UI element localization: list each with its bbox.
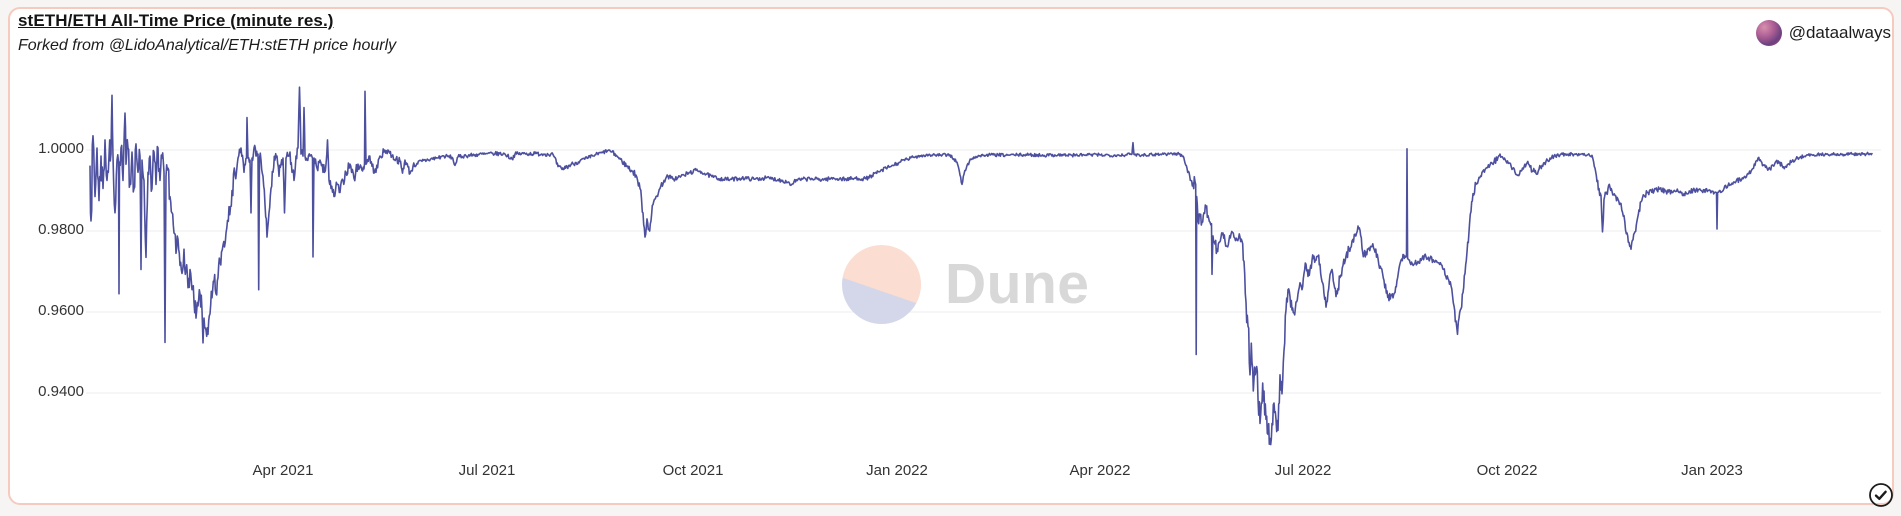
x-axis-label-5: Apr 2022	[1069, 462, 1131, 479]
y-axis-label-4: 0.9400	[38, 383, 84, 400]
x-axis-label-1: Apr 2021	[252, 462, 314, 479]
query-complete-check-icon[interactable]	[1868, 482, 1894, 508]
gridlines	[86, 149, 1881, 394]
x-axis-label-7: Oct 2022	[1476, 462, 1538, 479]
x-axis-label-6: Jul 2022	[1274, 462, 1332, 479]
y-axis-label-2: 0.9800	[38, 221, 84, 238]
author-avatar[interactable]	[1755, 20, 1782, 46]
y-axis-label-1: 1.0000	[38, 140, 84, 157]
chart-title[interactable]: stETH/ETH All-Time Price (minute res.)	[18, 11, 334, 30]
author-handle[interactable]: @dataalways	[1788, 23, 1891, 42]
x-axis-label-4: Jan 2022	[866, 462, 928, 479]
x-axis-label-2: Jul 2021	[458, 462, 516, 479]
chart-subtitle: Forked from @LidoAnalytical/ETH:stETH pr…	[18, 37, 397, 54]
y-axis-label-3: 0.9600	[38, 302, 84, 319]
x-axis-label-3: Oct 2021	[662, 462, 724, 479]
x-axis-label-8: Jan 2023	[1681, 462, 1743, 479]
author-block[interactable]: @dataalways	[1755, 20, 1891, 46]
